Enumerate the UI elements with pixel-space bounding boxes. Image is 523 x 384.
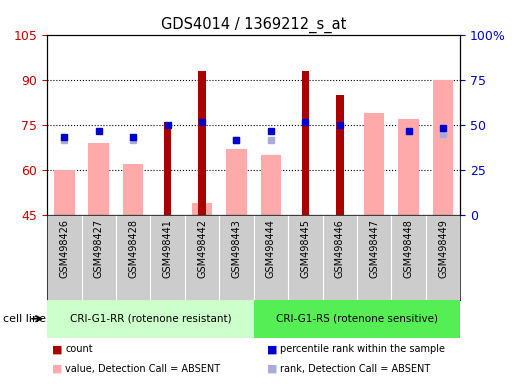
Text: cell line: cell line xyxy=(3,314,46,324)
Text: CRI-G1-RS (rotenone sensitive): CRI-G1-RS (rotenone sensitive) xyxy=(276,314,438,324)
Text: GSM498426: GSM498426 xyxy=(59,219,69,278)
Text: ■: ■ xyxy=(267,364,277,374)
Text: GSM498441: GSM498441 xyxy=(163,219,173,278)
Text: GSM498446: GSM498446 xyxy=(335,219,345,278)
Text: GSM498443: GSM498443 xyxy=(232,219,242,278)
Bar xyxy=(254,300,460,338)
Bar xyxy=(123,164,143,215)
Text: GSM498449: GSM498449 xyxy=(438,219,448,278)
Bar xyxy=(198,71,206,215)
Text: GSM498428: GSM498428 xyxy=(128,219,138,278)
Text: CRI-G1-RR (rotenone resistant): CRI-G1-RR (rotenone resistant) xyxy=(70,314,231,324)
Text: GSM498427: GSM498427 xyxy=(94,219,104,278)
Bar xyxy=(398,119,419,215)
Text: count: count xyxy=(65,344,93,354)
Bar xyxy=(164,122,172,215)
Text: GSM498445: GSM498445 xyxy=(300,219,310,278)
Text: value, Detection Call = ABSENT: value, Detection Call = ABSENT xyxy=(65,364,221,374)
Text: GSM498442: GSM498442 xyxy=(197,219,207,278)
Text: ■: ■ xyxy=(52,344,63,354)
Text: GSM498447: GSM498447 xyxy=(369,219,379,278)
Bar xyxy=(433,80,453,215)
Title: GDS4014 / 1369212_s_at: GDS4014 / 1369212_s_at xyxy=(161,17,346,33)
Bar xyxy=(364,113,384,215)
Text: percentile rank within the sample: percentile rank within the sample xyxy=(280,344,445,354)
Bar xyxy=(88,143,109,215)
Text: ■: ■ xyxy=(52,364,63,374)
Bar xyxy=(302,71,309,215)
Bar xyxy=(192,203,212,215)
Text: GSM498444: GSM498444 xyxy=(266,219,276,278)
Text: ■: ■ xyxy=(267,344,277,354)
Bar xyxy=(54,170,75,215)
Bar xyxy=(47,300,254,338)
Bar xyxy=(336,95,344,215)
Text: rank, Detection Call = ABSENT: rank, Detection Call = ABSENT xyxy=(280,364,430,374)
Bar xyxy=(260,155,281,215)
Bar xyxy=(226,149,247,215)
Text: GSM498448: GSM498448 xyxy=(404,219,414,278)
